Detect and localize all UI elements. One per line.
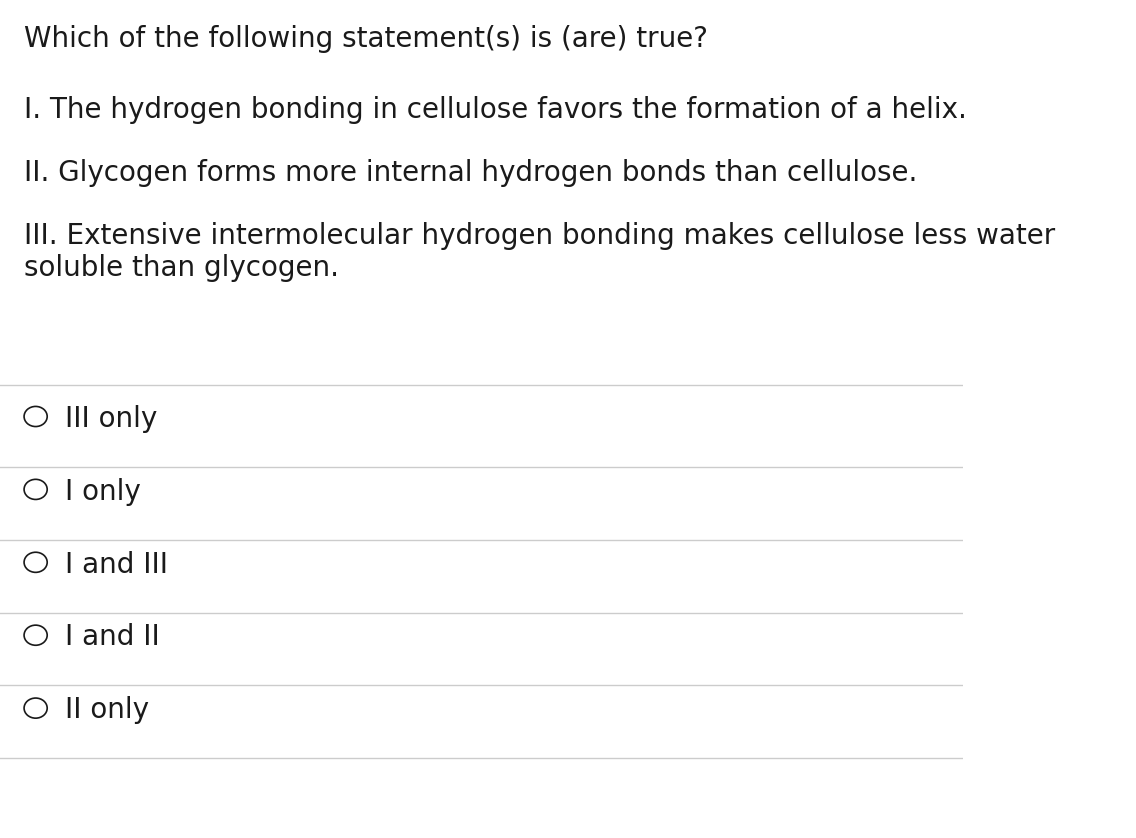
- Text: I and II: I and II: [65, 623, 159, 651]
- Text: II. Glycogen forms more internal hydrogen bonds than cellulose.: II. Glycogen forms more internal hydroge…: [24, 159, 918, 187]
- Text: I and III: I and III: [65, 551, 167, 578]
- Text: III. Extensive intermolecular hydrogen bonding makes cellulose less water
solubl: III. Extensive intermolecular hydrogen b…: [24, 222, 1055, 282]
- Text: III only: III only: [65, 405, 157, 432]
- Text: I. The hydrogen bonding in cellulose favors the formation of a helix.: I. The hydrogen bonding in cellulose fav…: [24, 96, 967, 124]
- Text: Which of the following statement(s) is (are) true?: Which of the following statement(s) is (…: [24, 25, 708, 53]
- Text: II only: II only: [65, 696, 149, 724]
- Text: I only: I only: [65, 478, 140, 505]
